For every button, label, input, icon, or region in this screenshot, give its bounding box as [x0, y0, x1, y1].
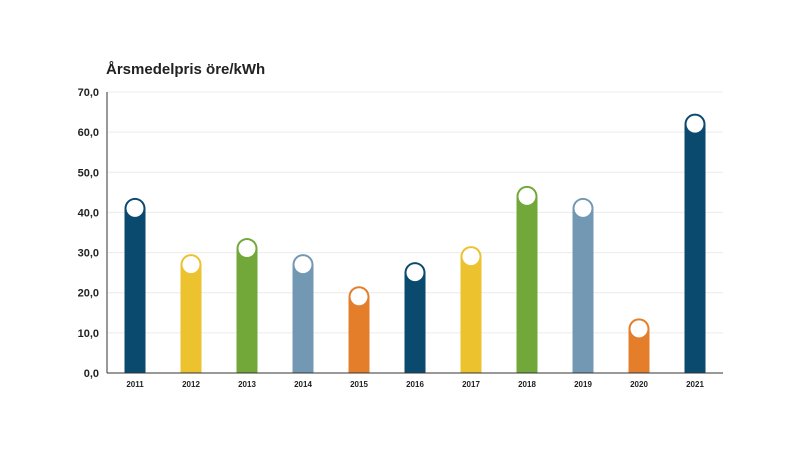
bar-2018	[516, 185, 538, 373]
bar-cap	[238, 240, 256, 258]
x-tick-label: 2018	[518, 380, 536, 389]
bar	[348, 286, 370, 373]
bar	[180, 254, 202, 373]
bar-cap	[126, 199, 144, 217]
bar-cap	[518, 187, 536, 205]
x-tick-label: 2015	[350, 380, 368, 389]
y-tick-label: 40,0	[78, 207, 99, 219]
bar-cap	[574, 199, 592, 217]
bar	[404, 262, 426, 373]
bar	[516, 185, 538, 373]
bar-2016	[404, 262, 426, 373]
y-tick-label: 50,0	[78, 167, 99, 179]
bar	[236, 238, 258, 373]
y-tick-label: 10,0	[78, 328, 99, 340]
bar-2019	[572, 197, 594, 373]
bar-2020	[628, 318, 650, 373]
bar	[572, 197, 594, 373]
x-tick-label: 2014	[294, 380, 312, 389]
y-tick-labels: 0,0 10,0 20,0 30,0 40,0 50,0 60,0 70,0	[78, 87, 99, 380]
bar-cap	[294, 256, 312, 274]
bar	[124, 197, 146, 373]
x-tick-label: 2017	[462, 380, 480, 389]
x-tick-label: 2011	[126, 380, 144, 389]
bar-2014	[292, 254, 314, 373]
bar-cap	[182, 256, 200, 274]
bar-cap	[406, 264, 424, 282]
x-tick-label: 2021	[686, 380, 704, 389]
bar-cap	[630, 320, 648, 338]
bar	[460, 246, 482, 373]
bar-2015	[348, 286, 370, 373]
chart-title: Årsmedelpris öre/kWh	[106, 61, 266, 78]
axes	[106, 92, 723, 374]
bar-2012	[180, 254, 202, 373]
x-tick-label: 2012	[182, 380, 200, 389]
x-tick-label: 2020	[630, 380, 648, 389]
x-tick-label: 2016	[406, 380, 424, 389]
x-tick-labels: 2011 2012 2013 2014 2015 2016 2017 2018 2019 2020…	[126, 380, 704, 389]
bar-2011	[124, 197, 146, 373]
y-tick-label: 70,0	[78, 87, 99, 99]
bar	[292, 254, 314, 373]
bar-cap	[350, 288, 368, 306]
bar	[684, 113, 706, 374]
x-tick-label: 2019	[574, 380, 592, 389]
x-tick-label: 2013	[238, 380, 256, 389]
y-tick-label: 30,0	[78, 248, 99, 260]
bar-2021	[684, 113, 706, 374]
bar-cap	[462, 248, 480, 266]
y-tick-label: 60,0	[78, 127, 99, 139]
y-tick-label: 0,0	[84, 368, 99, 380]
bar-cap	[686, 115, 704, 133]
bar-2013	[236, 238, 258, 373]
bars	[124, 113, 706, 374]
bar-2017	[460, 246, 482, 373]
y-tick-label: 20,0	[78, 288, 99, 300]
